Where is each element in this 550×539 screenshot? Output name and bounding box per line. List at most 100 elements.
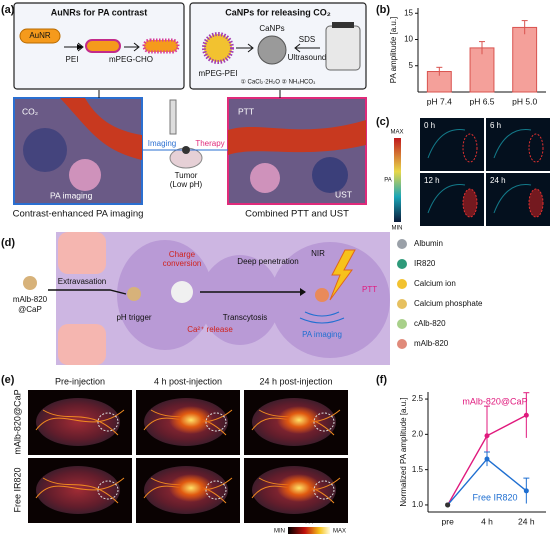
caption: Contrast-enhanced PA imaging bbox=[13, 209, 144, 220]
blood-vessel bbox=[60, 98, 142, 160]
panel-label: (d) bbox=[1, 237, 15, 249]
tumor-outline bbox=[205, 412, 227, 432]
pa-hotspot bbox=[277, 406, 321, 434]
label: Ca²⁺ release bbox=[187, 325, 233, 334]
tumor-outline bbox=[462, 133, 478, 163]
tumor-outline bbox=[205, 480, 227, 500]
box-title: AuNRs for PA contrast bbox=[51, 7, 148, 17]
legend-icon bbox=[397, 259, 407, 269]
label: Charge bbox=[169, 250, 196, 259]
label: Tumor bbox=[175, 171, 198, 180]
y-tick-label: 2.5 bbox=[412, 394, 424, 403]
time-label: 12 h bbox=[424, 176, 440, 185]
legend-label: mAlb-820 bbox=[414, 339, 449, 348]
gold-nanorod bbox=[85, 39, 121, 53]
y-tick-label: 5 bbox=[409, 61, 414, 70]
gold-nanorod bbox=[142, 38, 180, 54]
pa-signal bbox=[427, 184, 466, 214]
tumor-outline bbox=[97, 412, 119, 432]
tumor-outline bbox=[528, 188, 544, 218]
series-label: mAlb-820@CaP bbox=[462, 396, 527, 406]
cell bbox=[250, 163, 280, 193]
pa-signal bbox=[493, 129, 532, 159]
y-axis-label: PA amplitude [a.u.] bbox=[389, 17, 398, 84]
time-label: 6 h bbox=[490, 121, 501, 130]
label: CaNPs bbox=[259, 24, 284, 33]
x-tick-label: pH 7.4 bbox=[427, 96, 452, 106]
pa-image bbox=[420, 118, 484, 171]
colorbar-label: PA bbox=[384, 178, 392, 184]
blood-vessel bbox=[58, 324, 106, 365]
vessels bbox=[35, 477, 125, 504]
panel-label: (a) bbox=[1, 4, 15, 16]
label: @CaP bbox=[18, 305, 42, 314]
label: CO₂ bbox=[22, 106, 38, 116]
box-title: CaNPs for releasing CO₂ bbox=[225, 7, 331, 17]
data-point bbox=[523, 412, 529, 418]
label: Therapy bbox=[195, 139, 224, 148]
label: NIR bbox=[311, 249, 325, 258]
pa-signal bbox=[36, 466, 120, 514]
label: Extravasation bbox=[58, 277, 106, 286]
time-label: 24 h bbox=[490, 176, 506, 185]
vessels bbox=[35, 409, 125, 436]
tumor-outline bbox=[313, 480, 335, 500]
nanoparticle bbox=[23, 276, 37, 290]
label: PA imaging bbox=[302, 330, 342, 339]
y-tick-label: 15 bbox=[404, 8, 413, 17]
arrow bbox=[98, 90, 281, 98]
canp-sphere bbox=[257, 35, 287, 65]
data-point bbox=[484, 433, 490, 439]
panel-label: (e) bbox=[1, 374, 15, 386]
x-tick-label: pH 6.5 bbox=[469, 96, 494, 106]
colorbar bbox=[288, 527, 330, 534]
legend-icon bbox=[397, 279, 407, 289]
tumor-outline bbox=[313, 412, 335, 432]
label: Deep penetration bbox=[237, 257, 298, 266]
colorbar-label: MAX bbox=[390, 130, 403, 136]
data-point bbox=[484, 456, 490, 462]
x-tick-label: 24 h bbox=[518, 516, 535, 526]
bar bbox=[469, 47, 495, 93]
colorbar-label: MIN bbox=[392, 226, 403, 232]
pa-hotspot bbox=[169, 474, 213, 502]
nanoparticle bbox=[315, 288, 329, 302]
pa-signal bbox=[493, 184, 532, 214]
label: pH trigger bbox=[116, 313, 151, 322]
nanoparticle bbox=[127, 287, 141, 301]
colorbar-label: MAX bbox=[333, 529, 346, 535]
label: PEI bbox=[66, 55, 79, 64]
arrow bbox=[48, 289, 127, 295]
tumor-outline bbox=[528, 133, 544, 163]
label: PA imaging bbox=[50, 190, 93, 200]
series-label: Free IR820 bbox=[472, 492, 517, 502]
syringe bbox=[169, 99, 177, 135]
cell bbox=[23, 128, 67, 172]
data-point bbox=[445, 502, 451, 508]
y-tick-label: 1.0 bbox=[412, 500, 424, 509]
label: Transcytosis bbox=[223, 313, 268, 322]
legend-label: Calcium phosphate bbox=[414, 299, 483, 308]
pa-signal bbox=[427, 129, 466, 159]
label: AuNR bbox=[29, 31, 51, 40]
label: ① CaCl₂·2H₂O ② NH₄HCO₃ bbox=[241, 79, 317, 86]
label: mPEG-CHO bbox=[109, 55, 153, 64]
y-tick-label: 10 bbox=[404, 35, 413, 44]
polymer-micelle bbox=[202, 32, 234, 64]
label: PTT bbox=[238, 106, 254, 116]
pa-hotspot bbox=[169, 406, 213, 434]
label: Ultrasound bbox=[288, 53, 327, 62]
legend-label: Calcium ion bbox=[414, 279, 456, 288]
colorbar-label: MIN bbox=[274, 529, 285, 535]
cell bbox=[200, 255, 280, 345]
blood-vessel bbox=[228, 120, 366, 155]
nanoparticle bbox=[171, 281, 193, 303]
laser-bolt bbox=[329, 249, 356, 301]
pa-image bbox=[486, 118, 550, 171]
label: mPEG-PEI bbox=[198, 69, 237, 78]
y-tick-label: 1.5 bbox=[412, 465, 424, 474]
arrow bbox=[133, 42, 140, 52]
colorbar bbox=[394, 138, 401, 222]
time-label: 0 h bbox=[424, 121, 435, 130]
